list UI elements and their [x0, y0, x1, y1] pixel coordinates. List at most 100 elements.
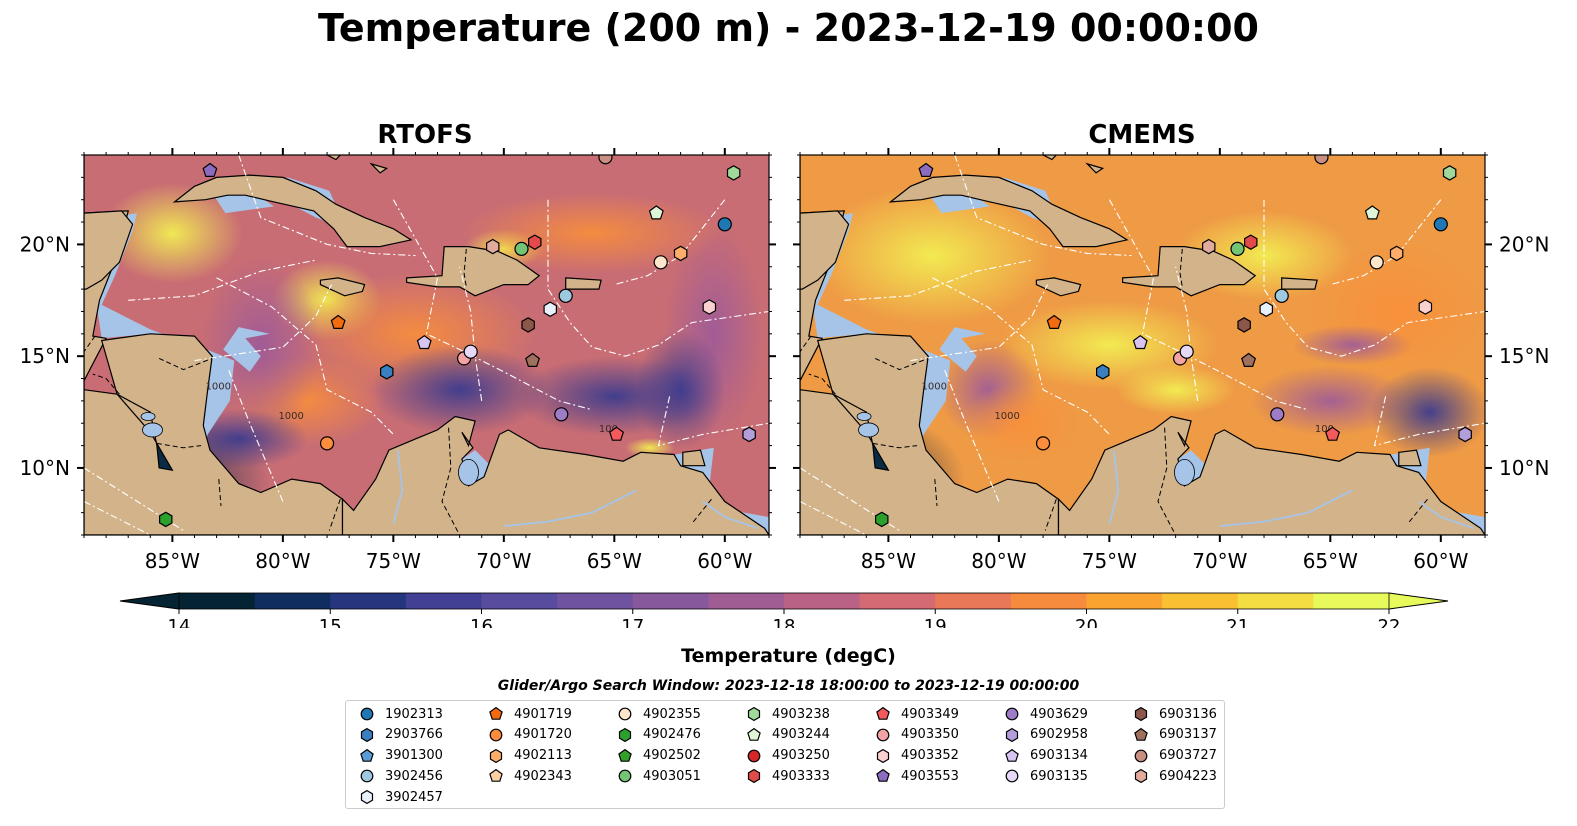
float-marker-4903244 [648, 205, 664, 220]
colorbar-extend-max [1388, 592, 1449, 610]
lon-tick-label: 65°W [1303, 549, 1358, 573]
float-marker-2903766 [380, 364, 394, 380]
legend-label: 4903333 [772, 768, 830, 784]
contour-label: 100 [1315, 424, 1334, 435]
colorbar-segment [481, 593, 558, 609]
float-marker-6904223 [1201, 238, 1216, 255]
legend-item-6903134: 6903134 [1001, 746, 1088, 766]
colorbar-segment [859, 593, 936, 609]
colorbar-tick-label: 19 [924, 616, 947, 628]
float-marker-4902476 [874, 511, 889, 528]
legend-item-4901719: 4901719 [485, 704, 572, 724]
float-marker-6902958 [1458, 426, 1472, 443]
legend-item-2903766: 2903766 [356, 725, 443, 745]
float-marker-4903051 [514, 241, 529, 256]
hexagon-marker-icon [747, 706, 761, 722]
legend-label: 6903137 [1159, 727, 1217, 743]
map-panel-rtofs: 1000 1000 100 [77, 144, 784, 542]
float-marker-4902476 [159, 511, 173, 528]
float-marker-4903629 [1270, 407, 1285, 422]
circle-marker-icon [618, 769, 632, 783]
legend-label: 3902457 [385, 789, 443, 805]
hexagon-marker-icon [876, 748, 890, 763]
search-window-caption: Glider/Argo Search Window: 2023-12-18 18… [497, 678, 1080, 694]
float-marker-4903349 [1325, 426, 1341, 441]
legend-item-6903135: 6903135 [1001, 766, 1088, 786]
circle-marker-icon [1005, 707, 1019, 721]
figure-title: Temperature (200 m) - 2023-12-19 00:00:0… [317, 6, 1259, 50]
lon-tick-label: 75°W [1082, 549, 1137, 573]
float-marker-6902958 [742, 426, 756, 443]
hexagon-marker-icon [360, 790, 374, 805]
float-marker-4903250 [1487, 144, 1500, 157]
hexagon-marker-icon [1134, 706, 1148, 722]
legend-item-6903136: 6903136 [1130, 704, 1217, 724]
float-marker-3902456 [558, 288, 573, 303]
circle-marker-icon [1005, 769, 1019, 783]
colorbar-segment [935, 593, 1012, 609]
float-marker-6903134 [416, 334, 432, 350]
float-marker-1902313 [717, 217, 732, 232]
legend-label: 1902313 [385, 706, 443, 722]
float-marker-4903553 [202, 162, 218, 177]
pentagon-marker-icon [747, 727, 761, 741]
float-marker-4902113 [1389, 245, 1404, 262]
pentagon-marker-icon [618, 748, 632, 762]
colorbar-segment [784, 593, 861, 609]
legend-item-4903350: 4903350 [872, 725, 959, 745]
circle-marker-icon [876, 728, 890, 742]
lon-tick-label: 85°W [861, 549, 916, 573]
legend-label: 4903051 [643, 768, 701, 784]
legend-label: 4903352 [901, 748, 959, 764]
legend-item-4902502: 4902502 [614, 746, 701, 766]
longitude-tick-labels: 85°W 80°W 75°W 70°W 65°W 60°W 85°W 80°W 75°W 70°W… [145, 549, 1469, 573]
float-marker-6903137 [1241, 352, 1257, 367]
float-marker-6903727 [1314, 155, 1329, 165]
pentagon-marker-icon [1134, 727, 1148, 741]
colorbar-tick-label: 22 [1378, 616, 1401, 628]
legend-label: 6903135 [1030, 768, 1088, 784]
legend-label: 4901719 [514, 706, 572, 722]
map-panel-cmems: 1000 1000 100 [793, 144, 1500, 542]
float-marker-6903136 [1237, 317, 1251, 333]
float-marker-1902313 [1433, 217, 1448, 232]
colorbar-segment [1162, 593, 1239, 609]
lon-tick-label: 60°W [697, 549, 752, 573]
lon-tick-label: 75°W [366, 549, 421, 573]
float-marker-6903134 [1132, 334, 1148, 350]
float-marker-4901719 [330, 314, 346, 329]
legend-label: 4903238 [772, 706, 830, 722]
map-figure: 1000 1000 100 1000 1000 100 85°W 80°W 75°W 70°W… [20, 144, 1550, 573]
float-marker-6903135 [463, 344, 478, 359]
legend-item-4903349: 4903349 [872, 704, 959, 724]
legend-item-6903727: 6903727 [1130, 746, 1217, 766]
float-marker-4901720 [319, 436, 335, 451]
legend-item-4901720: 4901720 [485, 725, 572, 745]
legend-item-6903137: 6903137 [1130, 725, 1217, 745]
colorbar-segment [1237, 593, 1314, 609]
pentagon-marker-icon [489, 706, 503, 720]
latitude-tick-labels: 20°N 20°N 15°N 15°N 10°N 10°N [20, 232, 1550, 480]
circle-marker-icon [489, 728, 503, 742]
colorbar-tick-label: 21 [1226, 616, 1249, 628]
colorbar-tick-label: 16 [470, 616, 493, 628]
float-marker-6903137 [525, 352, 541, 367]
contour-label: 1000 [922, 382, 947, 393]
float-marker-4903238 [1442, 165, 1457, 181]
hexagon-marker-icon [747, 769, 761, 784]
legend-label: 4902502 [643, 748, 701, 764]
float-marker-4902113 [673, 245, 688, 262]
legend-item-4903051: 4903051 [614, 766, 701, 786]
colorbar-label: Temperature (degC) [681, 645, 896, 667]
legend-item-3901300: 3901300 [356, 746, 443, 766]
panel-title-cmems: CMEMS [1088, 120, 1196, 150]
float-marker-4903051 [1230, 241, 1245, 256]
legend-item-4903250: 4903250 [743, 746, 830, 766]
float-marker-4903250 [771, 144, 784, 157]
lon-tick-label: 70°W [476, 549, 531, 573]
legend-label: 4903553 [901, 768, 959, 784]
legend-item-4902343: 4902343 [485, 766, 572, 786]
lon-tick-label: 80°W [971, 549, 1026, 573]
float-marker-4902355 [653, 255, 668, 270]
hexagon-marker-icon [618, 727, 632, 742]
